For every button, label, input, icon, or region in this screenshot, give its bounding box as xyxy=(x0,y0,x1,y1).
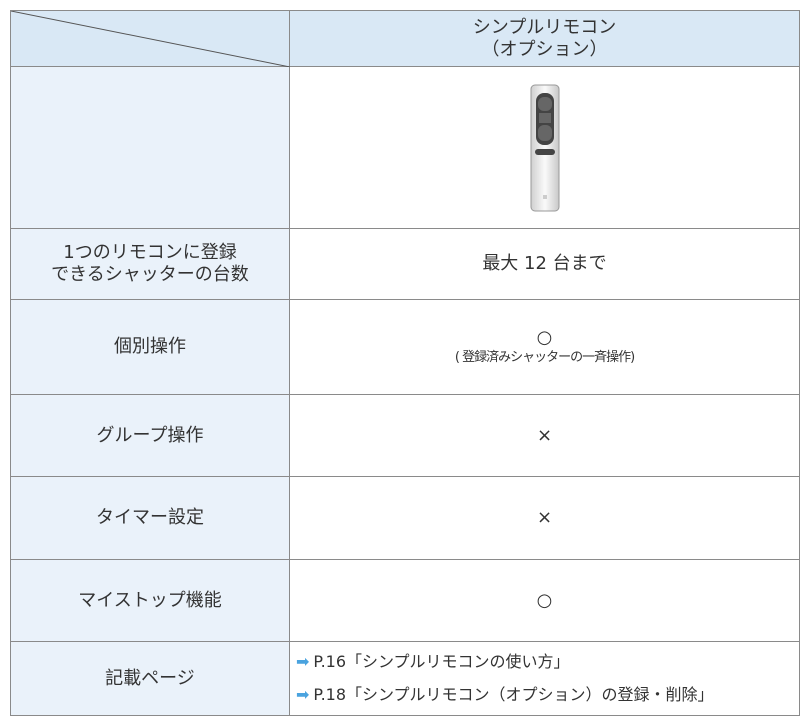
row-value: × xyxy=(536,424,553,446)
arrow-icon: ➡ xyxy=(296,652,310,672)
row-label-cell: マイストップ機能 xyxy=(10,560,290,642)
row-label-cell: 1つのリモコンに登録 できるシャッターの台数 xyxy=(10,229,290,300)
row-label: グループ操作 xyxy=(96,424,204,446)
diagonal xyxy=(11,11,290,67)
row-label: マイストップ機能 xyxy=(78,589,222,611)
image-label-cell xyxy=(10,67,290,229)
row-value-cell: 最大 12 台まで xyxy=(290,229,800,300)
row-label-cell: グループ操作 xyxy=(10,395,290,477)
header-title: シンプルリモコン xyxy=(472,16,617,38)
row-note: ( 登録済みシャッターの一斉操作) xyxy=(454,350,635,365)
row-value-cell: ○ ( 登録済みシャッターの一斉操作) xyxy=(290,300,800,395)
row-label-cell: 個別操作 xyxy=(10,300,290,395)
row-label-cell: 記載ページ xyxy=(10,642,290,716)
row-label-cell: タイマー設定 xyxy=(10,477,290,560)
row-value-cell: ○ xyxy=(290,560,800,642)
image-cell xyxy=(290,67,800,229)
row-value: ○ xyxy=(536,589,553,611)
corner-cell xyxy=(10,10,290,67)
ref-text: P.18「シンプルリモコン（オプション）の登録・削除」 xyxy=(313,684,714,704)
row-label: タイマー設定 xyxy=(96,507,204,528)
row-label: 個別操作 xyxy=(114,336,186,357)
header-cell: シンプルリモコン （オプション） xyxy=(290,10,800,67)
row-value: ○ xyxy=(536,327,553,348)
ref-line: ➡ P.18「シンプルリモコン（オプション）の登録・削除」 xyxy=(296,684,714,706)
row-value-cell: × xyxy=(290,477,800,560)
row-value: 最大 12 台まで xyxy=(482,253,607,274)
header-title: （オプション） xyxy=(481,38,608,60)
ref-line: ➡ P.16「シンプルリモコンの使い方」 xyxy=(296,651,570,673)
row-value-cell: × xyxy=(290,395,800,477)
ref-text: P.16「シンプルリモコンの使い方」 xyxy=(313,652,570,672)
remote-image xyxy=(530,84,559,211)
row-value: × xyxy=(536,507,553,528)
arrow-icon: ➡ xyxy=(296,684,310,704)
row-label: 記載ページ xyxy=(105,667,195,689)
row-label: できるシャッターの台数 xyxy=(51,264,249,285)
row-label: 1つのリモコンに登録 xyxy=(63,242,237,263)
row-value-cell: ➡ P.16「シンプルリモコンの使い方」 ➡ P.18「シンプルリモコン（オプション）… xyxy=(290,642,800,716)
